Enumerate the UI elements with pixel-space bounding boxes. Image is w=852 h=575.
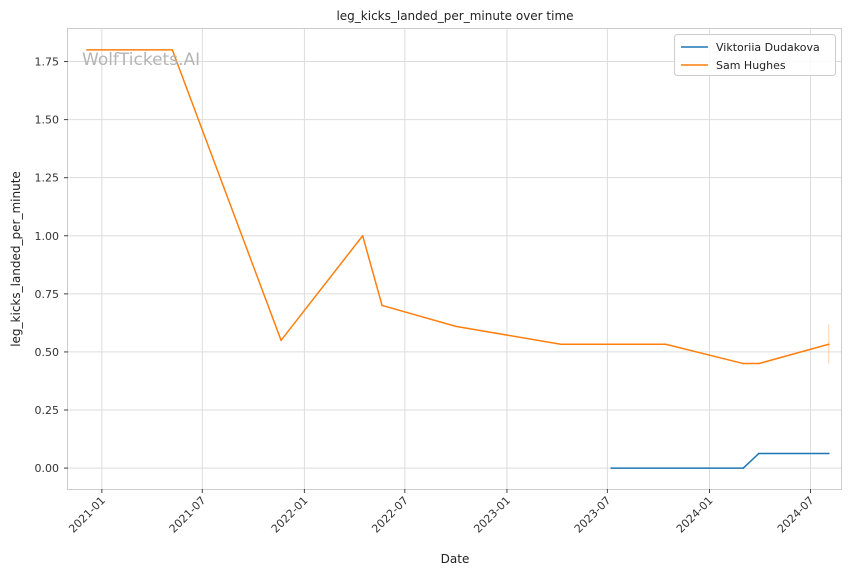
gridlines [68,29,841,489]
data-point [86,49,88,51]
series-line [611,452,829,469]
data-point [361,234,364,237]
data-point [742,362,745,365]
watermark-text: WolfTickets.AI [82,50,200,70]
x-axis-title: Date [441,552,470,566]
plot-area-frame [67,28,842,490]
legend: Viktoriia Dudakova Sam Hughes [674,34,836,76]
y-tick-label: 0.50 [35,346,60,359]
y-tick-label: 1.75 [35,56,60,69]
y-tick-label: 1.25 [35,172,60,185]
data-point [742,467,745,469]
data-point [664,343,667,346]
data-point [455,325,457,328]
y-axis-ticks: 0.00 0.25 0.50 0.75 1.00 1.25 1.50 1.75 [35,56,68,475]
legend-box [674,34,836,76]
data-point [758,362,760,365]
data-point [171,49,174,51]
y-tick-label: 0.75 [35,288,60,301]
data-point [758,452,760,455]
chart-title: leg_kicks_landed_per_minute over time [336,9,573,23]
y-tick-label: 0.00 [35,462,60,475]
y-tick-label: 1.50 [35,114,60,127]
data-point [827,343,830,346]
data-point [381,304,383,307]
series-sam-hughes [86,49,830,365]
series-layer [86,49,830,469]
data-point [559,343,562,346]
y-tick-label: 0.25 [35,404,60,417]
y-tick-label: 1.00 [35,230,60,243]
y-axis-title: leg_kicks_landed_per_minute [9,171,23,347]
data-point [827,452,830,455]
data-point [610,467,613,469]
legend-label: Sam Hughes [716,59,786,72]
data-point [280,339,282,342]
series-viktoriia-dudakova [610,452,830,469]
legend-label: Viktoriia Dudakova [716,41,820,54]
